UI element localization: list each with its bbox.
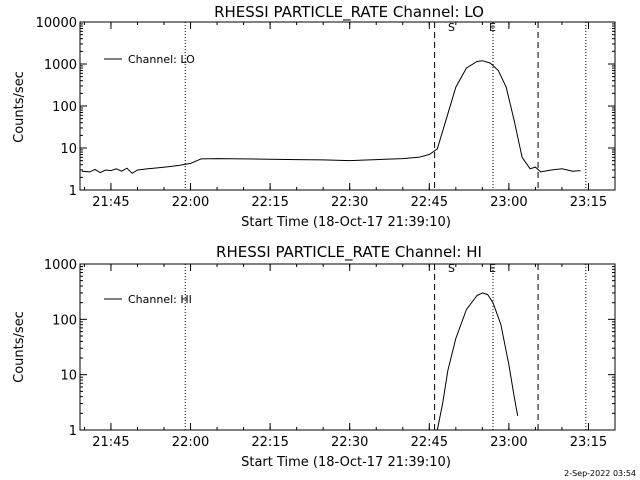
marker-lines [184, 264, 587, 430]
y-tick-label: 1 [69, 424, 77, 439]
y-tick-labels: 1 10 100 1000 [44, 258, 77, 439]
chart-title: RHESSI PARTICLE_RATE Channel: HI [216, 243, 482, 262]
x-tick-label: 23:15 [570, 195, 607, 210]
x-tick-label: 23:00 [490, 195, 527, 210]
x-tick-label: 22:45 [411, 435, 448, 450]
marker-lines [184, 22, 587, 190]
x-tick-label: 22:15 [251, 435, 288, 450]
series-line-hi [436, 292, 519, 431]
panel-lo: RHESSI PARTICLE_RATE Channel: LO Counts/… [12, 3, 616, 230]
start-marker-label: S [448, 262, 455, 275]
x-tick-labels: 21:45 22:00 22:15 22:30 22:45 23:00 23:15 [92, 195, 607, 210]
x-tick-label: 22:30 [331, 435, 368, 450]
x-axis-label: Start Time (18-Oct-17 21:39:10) [241, 455, 451, 470]
x-tick-label: 22:30 [331, 195, 368, 210]
y-tick-labels: 1 10 100 1000 10000 [36, 16, 77, 199]
axis-ticks [80, 21, 616, 191]
x-tick-label: 23:00 [490, 435, 527, 450]
x-tick-label: 21:45 [92, 435, 129, 450]
y-axis-label: Counts/sec [12, 71, 27, 143]
plot-frame [79, 21, 616, 191]
panel-hi: RHESSI PARTICLE_RATE Channel: HI Counts/… [12, 243, 616, 470]
x-tick-label: 22:15 [251, 195, 288, 210]
generation-timestamp: 2-Sep-2022 03:54 [564, 469, 636, 478]
x-tick-label: 23:15 [570, 435, 607, 450]
y-tick-label: 10 [60, 369, 77, 384]
axis-ticks [80, 263, 616, 431]
legend-label: Channel: LO [128, 53, 195, 66]
y-tick-label: 10 [60, 142, 77, 157]
y-tick-label: 1000 [44, 58, 77, 73]
start-marker-label: S [448, 21, 455, 34]
x-tick-label: 22:45 [411, 195, 448, 210]
plot-frame [79, 263, 616, 431]
chart-title: RHESSI PARTICLE_RATE Channel: LO [214, 3, 484, 22]
x-tick-label: 21:45 [92, 195, 129, 210]
x-axis-label: Start Time (18-Oct-17 21:39:10) [241, 215, 451, 230]
x-tick-labels: 21:45 22:00 22:15 22:30 22:45 23:00 23:15 [92, 435, 607, 450]
y-tick-label: 1 [69, 184, 77, 199]
legend-label: Channel: HI [128, 293, 192, 306]
x-tick-label: 22:00 [172, 435, 209, 450]
end-marker-label: E [489, 21, 496, 34]
x-tick-label: 22:00 [172, 195, 209, 210]
y-tick-label: 100 [52, 313, 77, 328]
end-marker-label: E [489, 262, 496, 275]
y-tick-label: 10000 [36, 16, 77, 31]
y-tick-label: 1000 [44, 258, 77, 273]
series-line-lo [81, 60, 581, 174]
y-axis-label: Counts/sec [12, 311, 27, 383]
y-tick-label: 100 [52, 100, 77, 115]
